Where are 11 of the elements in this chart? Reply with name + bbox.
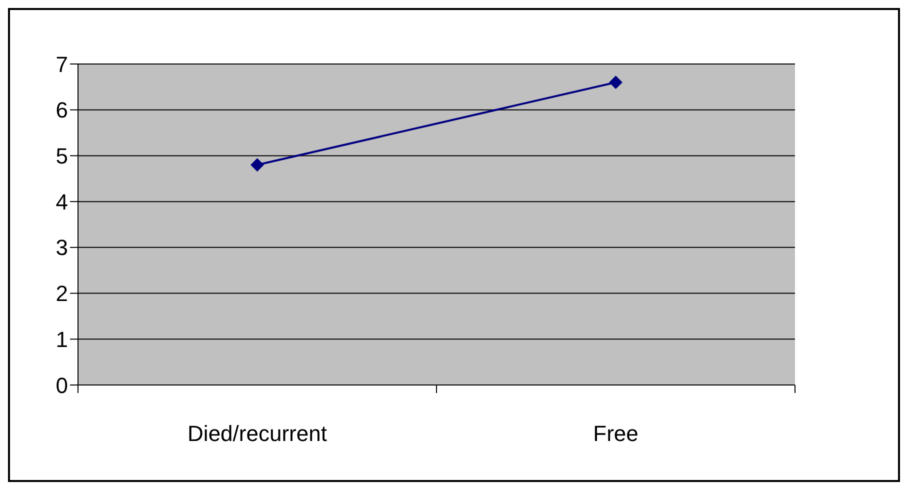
- y-tick-label: 2: [56, 281, 68, 306]
- x-tick-label: Died/recurrent: [188, 421, 327, 446]
- y-tick-label: 5: [56, 144, 68, 169]
- y-tick-label: 7: [56, 52, 68, 77]
- y-tick-label: 6: [56, 98, 68, 123]
- y-tick-label: 4: [56, 189, 68, 214]
- y-tick-label: 3: [56, 235, 68, 260]
- x-tick-label: Free: [593, 421, 638, 446]
- y-tick-label: 1: [56, 326, 68, 352]
- y-tick-label: 0: [56, 372, 68, 398]
- chart-frame: Died/recurrent Free 0 1 2 3 4 5 6 7: [8, 8, 900, 482]
